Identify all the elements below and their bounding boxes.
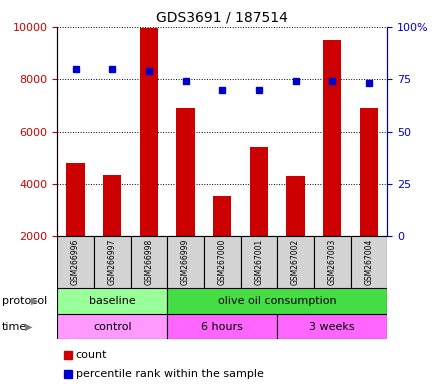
Bar — [351, 236, 387, 288]
Bar — [277, 314, 387, 339]
Bar — [167, 288, 387, 314]
Text: time: time — [2, 321, 27, 332]
Text: GSM267000: GSM267000 — [218, 239, 227, 285]
Bar — [286, 176, 305, 236]
Bar — [167, 314, 277, 339]
Text: GSM266997: GSM266997 — [108, 239, 117, 285]
Text: 6 hours: 6 hours — [201, 321, 243, 332]
Text: GSM266998: GSM266998 — [144, 239, 154, 285]
Text: control: control — [93, 321, 132, 332]
Bar — [94, 236, 131, 288]
Bar — [176, 108, 195, 236]
Bar — [140, 28, 158, 236]
Text: 3 weeks: 3 weeks — [309, 321, 355, 332]
Bar — [57, 236, 94, 288]
Text: ▶: ▶ — [25, 321, 33, 332]
Bar — [57, 288, 167, 314]
Bar — [131, 236, 167, 288]
Bar — [314, 236, 351, 288]
Text: ▶: ▶ — [30, 296, 38, 306]
Bar — [103, 175, 121, 236]
Bar — [250, 147, 268, 236]
Title: GDS3691 / 187514: GDS3691 / 187514 — [156, 10, 288, 24]
Bar — [213, 195, 231, 236]
Bar — [241, 236, 277, 288]
Bar — [167, 236, 204, 288]
Text: GSM267003: GSM267003 — [328, 239, 337, 285]
Text: count: count — [76, 350, 107, 360]
Bar — [323, 40, 341, 236]
Text: GSM267004: GSM267004 — [364, 239, 374, 285]
Bar — [204, 236, 241, 288]
Text: baseline: baseline — [89, 296, 136, 306]
Bar — [360, 108, 378, 236]
Text: GSM267002: GSM267002 — [291, 239, 300, 285]
Bar — [57, 314, 167, 339]
Text: GSM266999: GSM266999 — [181, 239, 190, 285]
Text: protocol: protocol — [2, 296, 48, 306]
Text: GSM267001: GSM267001 — [254, 239, 264, 285]
Bar — [277, 236, 314, 288]
Text: percentile rank within the sample: percentile rank within the sample — [76, 369, 264, 379]
Bar — [66, 163, 85, 236]
Text: GSM266996: GSM266996 — [71, 239, 80, 285]
Text: olive oil consumption: olive oil consumption — [218, 296, 337, 306]
